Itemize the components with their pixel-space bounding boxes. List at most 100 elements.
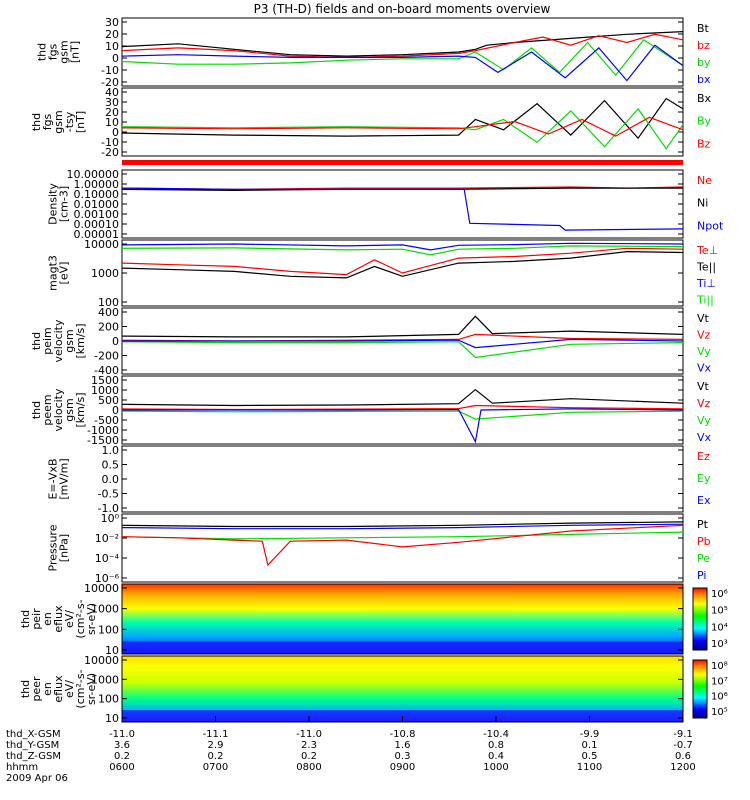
date-label: 2009 Apr 06: [6, 773, 68, 784]
y-tick-label: -0.5: [98, 488, 119, 501]
x-axis-value: -10.4: [483, 729, 509, 740]
y-tick-label: 0.00010: [74, 218, 120, 231]
x-axis-value: -9.9: [580, 729, 600, 740]
x-axis-value: 0.2: [114, 751, 130, 762]
legend-entry: Te⊥: [696, 244, 718, 257]
series-line-Bt: [121, 31, 684, 57]
legend-entry: By: [697, 115, 712, 128]
y-axis-label: magt3[eV]: [47, 255, 71, 291]
y-tick-label: -500: [94, 414, 119, 427]
y-axis-label: thdpeimvelocitygsm[km/s]: [30, 319, 87, 362]
x-axis-value: 0.3: [395, 751, 411, 762]
x-axis-value: 0.4: [488, 751, 504, 762]
separator-bar: [122, 160, 683, 165]
y-axis-label: thdfgsgsm[nT]: [36, 40, 82, 63]
y-tick-label: 10: [105, 40, 119, 53]
legend-entry: Ne: [697, 174, 712, 187]
legend-entry: Bx: [697, 92, 712, 105]
series-line-Te⊥: [121, 247, 684, 276]
legend-entry: Ti⊥: [696, 277, 716, 290]
legend-entry: bx: [697, 73, 711, 86]
series-line-Pb: [121, 524, 684, 567]
x-axis-value: -9.1: [673, 729, 693, 740]
x-axis-value: 1100: [577, 762, 602, 773]
panel-frame: [121, 169, 684, 239]
legend-entry: Pt: [697, 518, 709, 531]
y-tick-label: 20: [105, 106, 119, 119]
y-tick-label: 0: [112, 335, 119, 348]
panel-8: 10⁰ 10⁻² 10⁻⁴ 10⁻⁶ Pressure[nPa] Pt Pb Pe Pi: [47, 512, 711, 585]
x-axis-value: 0.6: [675, 751, 691, 762]
panel-10: 10⁸ 10⁷ 10⁶ 10⁵ 10000 1000 100 10 thdpeereneflux…: [19, 654, 728, 725]
series-line-Ti||: [121, 245, 684, 256]
series-line-Vx: [122, 338, 684, 349]
y-tick-label: 20: [105, 28, 119, 41]
x-axis-value: 1200: [670, 762, 695, 773]
series-line-Vx: [122, 408, 684, 444]
legend-entry: Vz: [697, 397, 711, 410]
legend-entry: Te||: [696, 261, 716, 274]
x-axis-value: 0.8: [488, 740, 504, 751]
panel-3: 10.000001.000000.100000.010000.001000.00…: [47, 168, 724, 241]
y-tick-label: 0.0: [102, 473, 120, 486]
y-tick-label: -10: [101, 136, 119, 149]
colorbar-tick-label: 10⁸: [711, 661, 728, 672]
y-tick-label: 10: [105, 644, 119, 657]
y-tick-label: 1000: [91, 673, 119, 686]
series-line-Vy: [121, 410, 684, 420]
colorbar-tick-label: 10⁵: [711, 606, 728, 617]
panel-frame: [121, 513, 684, 583]
series-line-by: [121, 38, 684, 77]
y-tick-label: 0.00100: [74, 208, 120, 221]
legend-entry: Bt: [697, 22, 710, 35]
y-tick-label: 1.0: [102, 444, 120, 457]
panel-frame: [121, 445, 684, 513]
panel-4: 10000 1000 100 magt3[eV] Te⊥ Te|| Ti⊥ Ti||: [47, 238, 719, 309]
y-tick-label: 0.01000: [74, 198, 120, 211]
y-tick-label: 100: [98, 296, 119, 309]
legend-entry: Ey: [697, 472, 711, 485]
series-line-Pe: [121, 531, 684, 540]
x-axis-value: 2.3: [301, 740, 317, 751]
legend-entry: bz: [697, 39, 710, 52]
y-tick-label: 1000: [91, 384, 119, 397]
legend-entry: Ni: [697, 197, 708, 210]
legend-entry: Ez: [697, 450, 710, 463]
series-line-Te||: [121, 250, 684, 279]
y-tick-label: 10000: [84, 238, 119, 251]
legend-entry: Ex: [697, 494, 711, 507]
y-tick-label: -10: [101, 64, 119, 77]
legend-entry: by: [697, 56, 711, 69]
y-tick-label: 1000: [91, 267, 119, 280]
colorbar: [692, 587, 708, 651]
y-tick-label: 10000: [84, 582, 119, 595]
x-axis-value: 0.2: [208, 751, 224, 762]
y-tick-label: 10⁻⁴: [95, 552, 120, 565]
y-tick-label: 0.5: [102, 459, 120, 472]
y-axis-label: E=-VxB[mV/m]: [47, 458, 71, 499]
panel-frame: [121, 17, 684, 87]
y-axis-label: Pressure[nPa]: [47, 524, 71, 571]
y-tick-label: 10⁻²: [95, 532, 119, 545]
legend-entry: Vz: [697, 329, 711, 342]
y-tick-label: 10: [105, 116, 119, 129]
x-axis-value: 0.5: [582, 751, 598, 762]
panel-frame: [121, 583, 684, 655]
spectrogram-low-band: [122, 641, 683, 654]
legend-entry: Vt: [697, 312, 710, 325]
legend-entry: Vx: [697, 431, 712, 444]
y-tick-label: 100: [98, 623, 119, 636]
x-axis-value: 0600: [109, 762, 134, 773]
y-tick-label: 100: [98, 693, 119, 706]
x-axis-value: 0900: [390, 762, 415, 773]
colorbar-tick-label: 10⁶: [711, 589, 728, 600]
y-tick-label: 0: [112, 404, 119, 417]
x-axis-value: 1.6: [395, 740, 411, 751]
y-tick-label: -200: [94, 350, 119, 363]
series-line-Bx: [121, 97, 684, 140]
series-line-Vt: [121, 388, 684, 407]
